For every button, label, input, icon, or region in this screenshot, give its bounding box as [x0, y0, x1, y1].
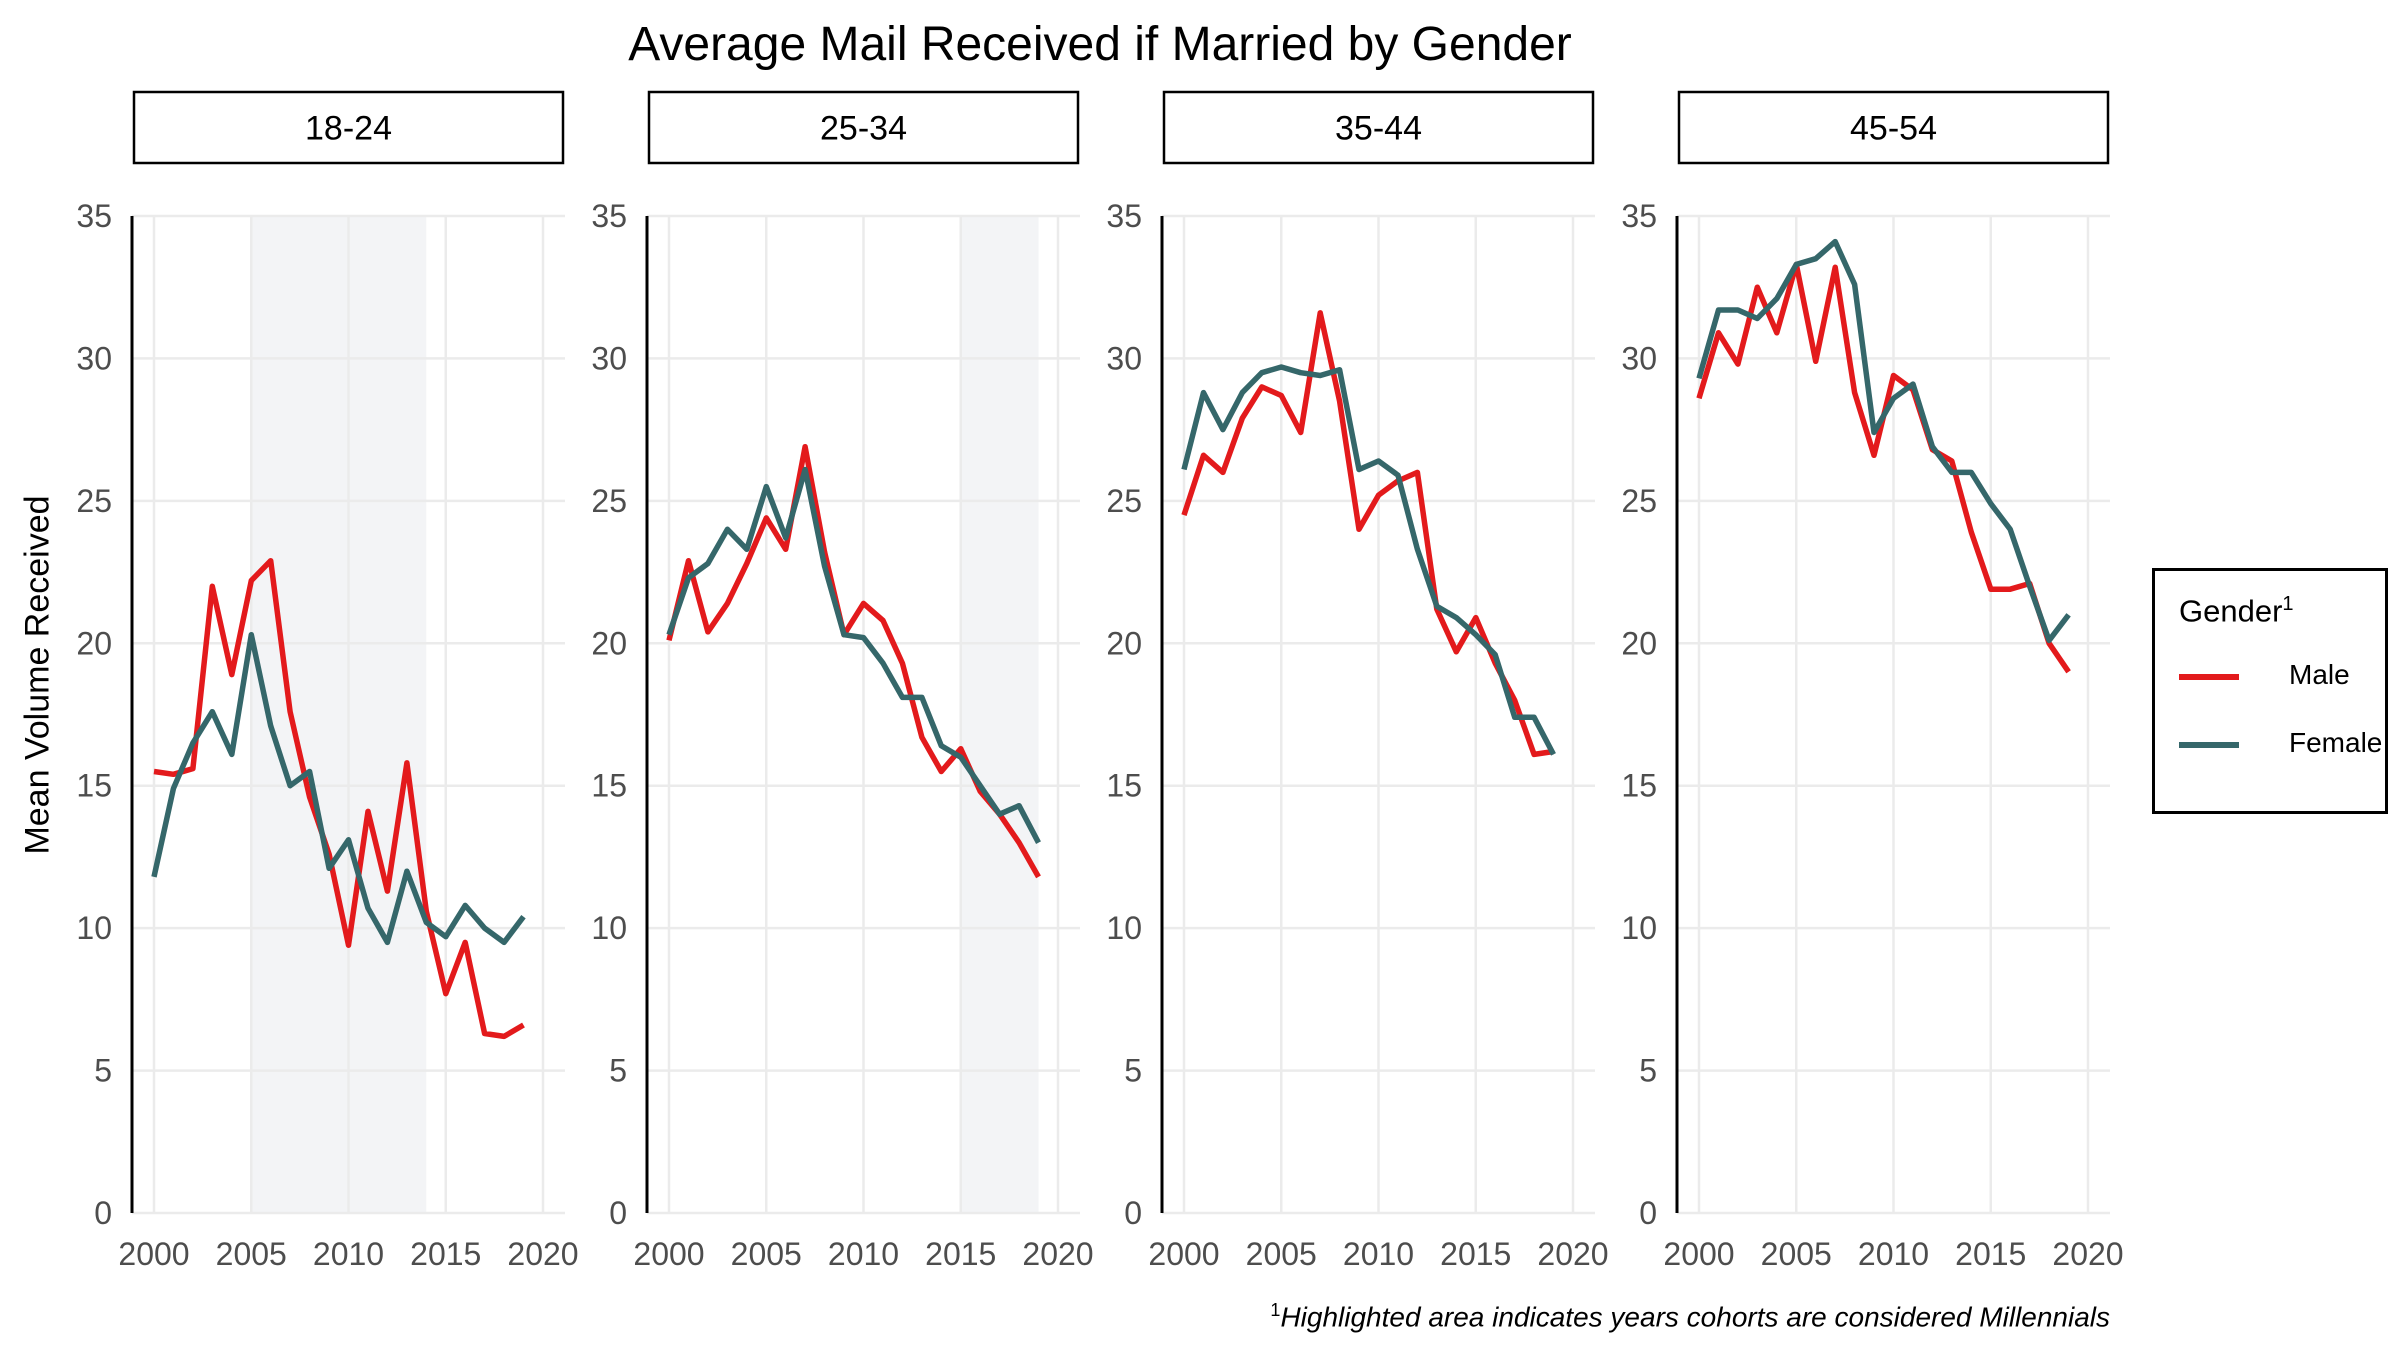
millennial-highlight-band [960, 216, 1039, 1213]
y-tick-label: 5 [609, 1053, 627, 1089]
x-tick-label: 2000 [1663, 1236, 1734, 1272]
x-tick-label: 2005 [216, 1236, 287, 1272]
x-tick-label: 2010 [828, 1236, 899, 1272]
y-tick-label: 35 [591, 198, 627, 234]
y-tick-label: 20 [76, 625, 112, 661]
series-line-female [1181, 364, 1556, 756]
facet-strip-label: 45-54 [1850, 110, 1937, 148]
legend-swatch-male [2179, 674, 2239, 680]
x-tick-label: 2020 [2052, 1236, 2123, 1272]
y-tick-label: 20 [1621, 625, 1657, 661]
series-line-female [151, 631, 526, 946]
y-tick-label: 10 [1621, 910, 1657, 946]
legend: Gender1 Male Female [2152, 568, 2388, 814]
x-tick-label: 2000 [118, 1236, 189, 1272]
y-tick-label: 30 [591, 340, 627, 376]
y-tick-label: 30 [1621, 340, 1657, 376]
y-tick-label: 0 [1639, 1195, 1657, 1231]
facet-strip-25-34 [647, 90, 1080, 165]
facet-strip-45-54 [1677, 90, 2110, 165]
x-tick-label: 2015 [925, 1236, 996, 1272]
y-tick-label: 35 [1621, 198, 1657, 234]
facet-strip-label: 25-34 [820, 110, 907, 148]
facet-strip-label: 18-24 [305, 110, 392, 148]
legend-title: Gender1 [2179, 593, 2294, 629]
y-tick-label: 10 [1106, 910, 1142, 946]
y-tick-label: 15 [1106, 768, 1142, 804]
x-tick-label: 2005 [731, 1236, 802, 1272]
y-tick-label: 15 [591, 768, 627, 804]
legend-swatch-female [2179, 742, 2239, 748]
millennial-highlight-band [251, 216, 427, 1213]
x-tick-label: 2010 [313, 1236, 384, 1272]
legend-title-text: Gender [2179, 593, 2283, 629]
x-tick-label: 2020 [507, 1236, 578, 1272]
legend-item-female: Female [2179, 725, 2383, 765]
y-tick-label: 25 [76, 483, 112, 519]
series-line-male [1181, 310, 1554, 758]
y-tick-label: 0 [1124, 1195, 1142, 1231]
y-tick-label: 15 [76, 768, 112, 804]
y-tick-label: 25 [1621, 483, 1657, 519]
facet-strip-18-24 [132, 90, 565, 165]
y-tick-label: 5 [94, 1053, 112, 1089]
x-tick-label: 2000 [1148, 1236, 1219, 1272]
y-tick-label: 15 [1621, 768, 1657, 804]
series-line-female [666, 466, 1041, 844]
legend-item-male: Male [2179, 657, 2379, 697]
y-tick-label: 5 [1124, 1053, 1142, 1089]
chart-title: Average Mail Received if Married by Gend… [628, 18, 1572, 71]
x-tick-label: 2020 [1537, 1236, 1608, 1272]
y-tick-label: 0 [94, 1195, 112, 1231]
y-tick-label: 0 [609, 1195, 627, 1231]
footnote-superscript: 1 [1270, 1300, 1281, 1320]
y-tick-label: 20 [591, 625, 627, 661]
y-tick-label: 35 [76, 198, 112, 234]
facet-strip-35-44 [1162, 90, 1595, 165]
x-tick-label: 2015 [1440, 1236, 1511, 1272]
y-tick-label: 20 [1106, 625, 1142, 661]
y-tick-label: 30 [1106, 340, 1142, 376]
x-tick-label: 2015 [410, 1236, 481, 1272]
y-tick-label: 25 [1106, 483, 1142, 519]
y-tick-label: 10 [76, 910, 112, 946]
series-line-female [1696, 238, 2071, 644]
x-tick-label: 2010 [1858, 1236, 1929, 1272]
series-line-male [1696, 261, 2071, 674]
x-tick-label: 2005 [1761, 1236, 1832, 1272]
x-tick-label: 2015 [1955, 1236, 2026, 1272]
x-tick-label: 2005 [1246, 1236, 1317, 1272]
legend-title-superscript: 1 [2282, 593, 2294, 615]
series-line-male [153, 557, 525, 1040]
y-tick-label: 30 [76, 340, 112, 376]
footnote-text: Highlighted area indicates years cohorts… [1280, 1301, 2110, 1333]
legend-label-male: Male [2289, 659, 2350, 690]
footnote: 1Highlighted area indicates years cohort… [1270, 1300, 2110, 1333]
legend-label-female: Female [2289, 727, 2383, 758]
x-tick-label: 2000 [633, 1236, 704, 1272]
x-tick-label: 2020 [1022, 1236, 1093, 1272]
y-tick-label: 35 [1106, 198, 1142, 234]
y-tick-label: 10 [591, 910, 627, 946]
facet-strip-label: 35-44 [1335, 110, 1422, 148]
x-tick-label: 2010 [1343, 1236, 1414, 1272]
y-tick-label: 5 [1639, 1053, 1657, 1089]
y-tick-label: 25 [591, 483, 627, 519]
